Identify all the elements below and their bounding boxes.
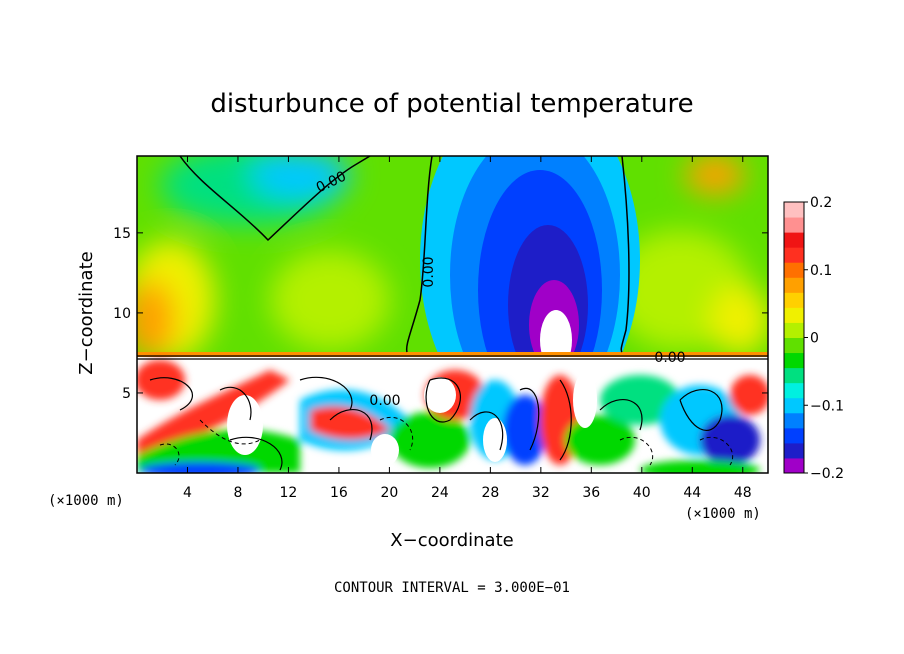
lower-white-cells xyxy=(227,372,597,466)
colorbar-swatch xyxy=(784,247,804,263)
inversion-contour xyxy=(137,355,768,360)
x-axis-label: X−coordinate xyxy=(390,530,513,551)
y-ticks: 5 10 15 xyxy=(113,226,768,402)
heatmap-field xyxy=(137,156,768,473)
x-unit-label-right: (×1000 m) xyxy=(685,506,761,522)
x-tick-label: 40 xyxy=(633,485,651,501)
lower-dashed-contours xyxy=(159,416,734,466)
lower-contours xyxy=(149,376,723,471)
plot-frame xyxy=(136,155,769,474)
y-axis-label: Z−coordinate xyxy=(76,251,97,374)
contour-interval-note: CONTOUR INTERVAL = 3.000E−01 xyxy=(334,580,570,596)
colorbar-swatch xyxy=(784,397,804,414)
x-tick-label: 44 xyxy=(683,485,701,501)
colorbar-swatch xyxy=(784,262,804,278)
x-tick-label: 8 xyxy=(233,485,242,501)
colorbar-tick-label: −0.2 xyxy=(810,466,844,482)
chart-title: disturbunce of potential temperature xyxy=(210,89,693,119)
x-tick-label: 32 xyxy=(532,485,550,501)
upper-region-blobs xyxy=(137,156,768,360)
colorbar-tick-label: 0.2 xyxy=(810,195,832,211)
x-tick-label: 28 xyxy=(481,485,499,501)
colorbar-swatch xyxy=(784,322,804,338)
zero-contour-plume-left xyxy=(405,156,433,353)
contour-label: 0.00 xyxy=(369,393,400,409)
zero-contour-left xyxy=(179,156,371,242)
x-tick-label: 12 xyxy=(280,485,298,501)
x-tick-label: 36 xyxy=(582,485,600,501)
y-tick-label: 10 xyxy=(113,306,131,322)
colorbar-swatch xyxy=(784,427,804,444)
colorbar-tick-label: 0.1 xyxy=(810,263,832,279)
y-tick-label: 15 xyxy=(113,226,131,242)
x-tick-label: 48 xyxy=(734,485,752,501)
colorbar-swatch xyxy=(784,217,804,233)
colorbar-swatch xyxy=(784,292,804,308)
contours xyxy=(137,156,768,471)
contour-label: 0.00 xyxy=(654,350,685,366)
zero-contour-plume-right xyxy=(620,156,630,353)
x-unit-label: (×1000 m) xyxy=(48,493,124,509)
x-tick-label: 4 xyxy=(183,485,192,501)
contour-label: 0.00 xyxy=(421,256,437,287)
colorbar-swatch xyxy=(784,277,804,293)
colorbar-tick-label: 0 xyxy=(810,331,819,347)
colorbar-swatch xyxy=(784,337,804,354)
colorbar-swatch xyxy=(784,457,804,474)
colorbar-tick-label: −0.1 xyxy=(810,398,844,414)
colorbar-swatch xyxy=(784,367,804,384)
colorbar-ticks: 0.2 0.1 0 −0.1 −0.2 xyxy=(804,195,844,482)
inversion-band xyxy=(137,352,768,357)
colorbar-swatch xyxy=(784,352,804,369)
contour-labels: 0.00 0.00 0.00 0.00 xyxy=(314,169,686,409)
x-ticks: 4 8 12 16 20 24 28 32 36 40 44 48 xyxy=(183,156,752,501)
colorbar-swatch xyxy=(784,412,804,429)
y-tick-label: 5 xyxy=(122,386,131,402)
colorbar-swatch xyxy=(784,232,804,248)
x-tick-label: 16 xyxy=(330,485,348,501)
colorbar-swatch xyxy=(784,202,804,218)
colorbar-swatch xyxy=(784,442,804,459)
x-tick-label: 24 xyxy=(431,485,449,501)
x-tick-label: 20 xyxy=(380,485,398,501)
colorbar-swatch xyxy=(784,382,804,399)
colorbar-swatch xyxy=(784,307,804,323)
colorbar xyxy=(784,202,804,474)
